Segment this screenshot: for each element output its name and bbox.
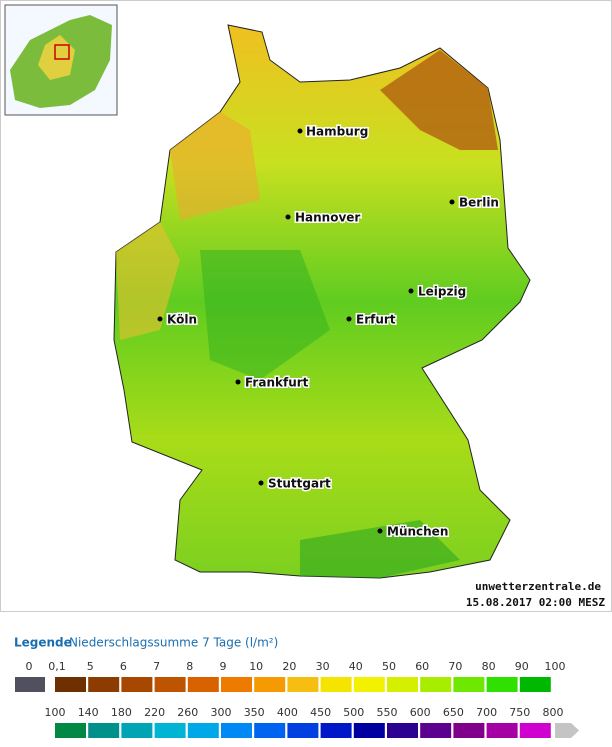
city-label: Hamburg bbox=[306, 125, 368, 139]
legend-swatch bbox=[453, 723, 485, 738]
legend-swatch bbox=[387, 677, 418, 692]
legend-label: 600 bbox=[410, 706, 431, 719]
city-label: Frankfurt bbox=[245, 376, 309, 390]
legend-label: 140 bbox=[78, 706, 99, 719]
legend-label: 9 bbox=[220, 660, 227, 673]
legend-swatch bbox=[320, 723, 352, 738]
legend-subtitle: Niederschlagssumme 7 Tage (l/m²) bbox=[69, 636, 278, 650]
legend-label: 20 bbox=[282, 660, 296, 673]
city-labels: Hamburg Hannover Berlin Leipzig Köln Erf… bbox=[157, 123, 500, 540]
legend-label: 8 bbox=[186, 660, 193, 673]
legend-swatch bbox=[519, 677, 551, 692]
legend-label: 0 bbox=[26, 660, 33, 673]
legend-label: 70 bbox=[448, 660, 462, 673]
legend-swatch bbox=[154, 677, 186, 692]
legend-label: 300 bbox=[211, 706, 232, 719]
legend-label: 7 bbox=[153, 660, 160, 673]
legend-label: 220 bbox=[144, 706, 165, 719]
legend-label: 0,1 bbox=[48, 660, 66, 673]
city-label: Stuttgart bbox=[268, 477, 331, 491]
legend-label: 10 bbox=[249, 660, 263, 673]
city-label: Hannover bbox=[295, 211, 360, 225]
legend-label: 260 bbox=[177, 706, 198, 719]
legend-swatch bbox=[187, 677, 219, 692]
legend-swatch bbox=[121, 723, 153, 738]
legend-label: 100 bbox=[45, 706, 66, 719]
legend-swatch bbox=[254, 723, 286, 738]
legend-swatch bbox=[320, 677, 352, 692]
legend-label: 6 bbox=[120, 660, 127, 673]
legend-swatch bbox=[453, 677, 485, 692]
legend-title: Legende bbox=[14, 636, 72, 650]
legend-label: 400 bbox=[277, 706, 298, 719]
legend-swatch bbox=[519, 723, 551, 738]
legend-swatch bbox=[287, 723, 319, 738]
legend-swatch bbox=[88, 723, 120, 738]
legend-label: 50 bbox=[382, 660, 396, 673]
legend-overflow bbox=[555, 723, 579, 738]
legend-label: 700 bbox=[476, 706, 497, 719]
legend-swatch bbox=[88, 677, 120, 692]
legend-label: 40 bbox=[349, 660, 363, 673]
legend-swatch bbox=[420, 677, 452, 692]
legend-swatch bbox=[254, 677, 286, 692]
legend-label: 180 bbox=[111, 706, 132, 719]
legend-label: 500 bbox=[343, 706, 364, 719]
city-label: Köln bbox=[167, 313, 197, 327]
legend-swatch bbox=[15, 677, 45, 692]
legend-label: 90 bbox=[515, 660, 529, 673]
legend-label: 750 bbox=[509, 706, 530, 719]
legend-swatch bbox=[287, 677, 319, 692]
legend-swatch bbox=[353, 677, 385, 692]
legend-label: 5 bbox=[87, 660, 94, 673]
legend-swatch bbox=[154, 723, 186, 738]
legend-label: 800 bbox=[543, 706, 564, 719]
city-label: Erfurt bbox=[356, 313, 396, 327]
legend: 0 0,1 5 6 7 8 9 10 20 30 40 50 60 70 80 90 100 100 140 180 2… bbox=[15, 660, 579, 738]
legend-swatch bbox=[420, 723, 452, 738]
timestamp: 15.08.2017 02:00 MESZ bbox=[466, 596, 605, 609]
legend-swatch bbox=[55, 677, 86, 692]
city-label: Berlin bbox=[459, 196, 499, 210]
legend-swatch bbox=[55, 723, 86, 738]
legend-label: 450 bbox=[310, 706, 331, 719]
legend-label: 80 bbox=[482, 660, 496, 673]
legend-label: 550 bbox=[377, 706, 398, 719]
legend-label: 60 bbox=[415, 660, 429, 673]
legend-swatch bbox=[387, 723, 418, 738]
source-label: unwetterzentrale.de bbox=[475, 580, 601, 593]
legend-swatch bbox=[486, 677, 518, 692]
legend-swatch bbox=[121, 677, 153, 692]
legend-swatch bbox=[187, 723, 219, 738]
legend-label: 350 bbox=[244, 706, 265, 719]
legend-swatch bbox=[486, 723, 518, 738]
legend-label: 100 bbox=[545, 660, 566, 673]
legend-swatch bbox=[221, 723, 252, 738]
city-label: Leipzig bbox=[418, 285, 466, 299]
city-label: München bbox=[387, 525, 448, 539]
germany-map bbox=[113, 24, 531, 579]
legend-swatch bbox=[221, 677, 252, 692]
legend-swatch bbox=[353, 723, 385, 738]
legend-label: 650 bbox=[443, 706, 464, 719]
inset-map bbox=[4, 4, 118, 116]
legend-label: 30 bbox=[316, 660, 330, 673]
